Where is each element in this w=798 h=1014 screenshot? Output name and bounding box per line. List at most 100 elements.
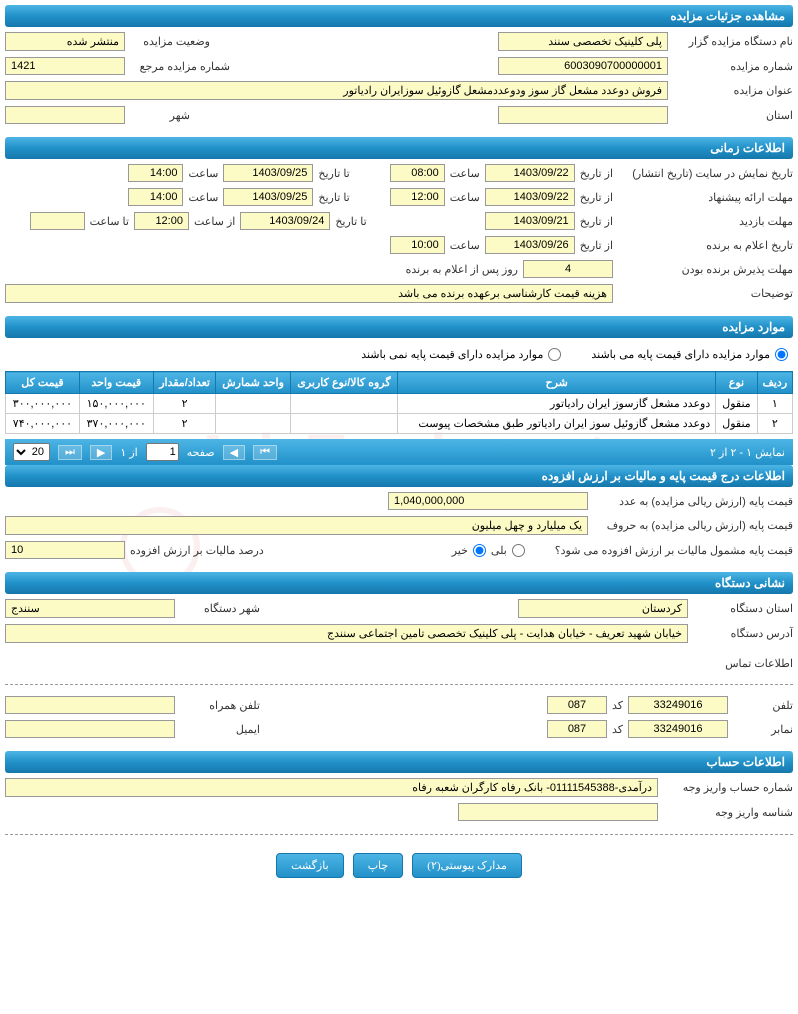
from-date-label-4: از تاریخ: [580, 239, 613, 252]
items-table: ردیف نوع شرح گروه کالا/نوع کاربری واحد ش…: [5, 371, 793, 434]
section-org-header: نشانی دستگاه: [5, 572, 793, 594]
org-city-label: شهر دستگاه: [180, 602, 260, 615]
title-label: عنوان مزایده: [673, 84, 793, 97]
table-row: ۲ منقولدوعدد مشعل گازوئیل سوز ایران رادیا…: [6, 414, 793, 434]
to-date-label-3: تا تاریخ: [335, 215, 366, 228]
agency-label: نام دستگاه مزایده گزار: [673, 35, 793, 48]
table-cell: ۲: [153, 394, 216, 414]
base-num-label: قیمت پایه (ارزش ریالی مزایده) به عدد: [593, 495, 793, 508]
table-cell: [216, 414, 290, 434]
col-qty: تعداد/مقدار: [153, 372, 216, 394]
print-button[interactable]: چاپ: [353, 853, 404, 878]
attachments-button[interactable]: مدارک پیوستی(۲): [412, 853, 522, 878]
publish-to-h: 14:00: [128, 164, 183, 182]
deposit-id-label: شناسه واریز وجه: [663, 806, 793, 819]
offer-to-h: 14:00: [128, 188, 183, 206]
number-label: شماره مزایده: [673, 60, 793, 73]
vat-yes-radio[interactable]: [512, 544, 525, 557]
base-text-value: یک میلیارد و چهل میلیون: [5, 516, 588, 535]
status-label: وضعیت مزایده: [130, 35, 210, 48]
to-date-label-2: تا تاریخ: [318, 191, 349, 204]
table-cell: منقول: [716, 414, 757, 434]
fax-code-value: 087: [547, 720, 607, 738]
has-base-yes-radio[interactable]: [775, 348, 788, 361]
col-unit-price: قیمت واحد: [79, 372, 153, 394]
table-cell: ۱: [757, 394, 792, 414]
visit-h-from: 12:00: [134, 212, 189, 230]
pager-prev-icon[interactable]: ◀: [223, 445, 245, 460]
pager-page-label: صفحه: [187, 446, 215, 459]
publish-label: تاریخ نمایش در سایت (تاریخ انتشار): [618, 167, 793, 180]
days-after-label: روز پس از اعلام به برنده: [406, 263, 518, 276]
section-timing-header: اطلاعات زمانی: [5, 137, 793, 159]
pager-page-input[interactable]: [146, 443, 179, 461]
offer-to: 1403/09/25: [223, 188, 313, 206]
phone-label: تلفن: [733, 699, 793, 712]
from-date-label: از تاریخ: [580, 167, 613, 180]
has-base-no-radio[interactable]: [548, 348, 561, 361]
base-text-label: قیمت پایه (ارزش ریالی مزایده) به حروف: [593, 519, 793, 532]
table-cell: دوعدد مشعل گازوئیل سوز ایران رادیاتور طب…: [398, 414, 716, 434]
vat-pct-label: درصد مالیات بر ارزش افزوده: [130, 544, 264, 557]
publish-from: 1403/09/22: [485, 164, 575, 182]
notes-label: توضیحات: [618, 287, 793, 300]
section-details-header: مشاهده جزئیات مزایده: [5, 5, 793, 27]
ref-value: 1421: [5, 57, 125, 75]
pager-of-label: از ۱: [120, 446, 137, 459]
fax-label: نمابر: [733, 723, 793, 736]
vat-no-radio[interactable]: [473, 544, 486, 557]
col-group: گروه کالا/نوع کاربری: [290, 372, 398, 394]
col-idx: ردیف: [757, 372, 792, 394]
pager-first-icon[interactable]: ⏮: [253, 445, 277, 460]
deposit-id-value: [458, 803, 658, 821]
deposit-label: شماره حساب واریز وجه: [663, 781, 793, 794]
accept-label: مهلت پذیرش برنده بودن: [618, 263, 793, 276]
vat-no-label: خیر: [452, 544, 468, 557]
hour-label-3: ساعت: [450, 191, 480, 204]
visit-label: مهلت بازدید: [618, 215, 793, 228]
announce-from: 1403/09/26: [485, 236, 575, 254]
org-city-value: سنندج: [5, 599, 175, 618]
section-items-header: موارد مزایده: [5, 316, 793, 338]
to-hour-label: تا ساعت: [90, 215, 129, 228]
ref-label: شماره مزایده مرجع: [130, 60, 230, 73]
table-cell: ۲: [153, 414, 216, 434]
visit-h-to: [30, 212, 85, 230]
email-label: ایمیل: [180, 723, 260, 736]
pager: نمایش ۱ - ۲ از ۲ ⏮ ◀ صفحه از ۱ ▶ ⏭ 20: [5, 439, 793, 465]
from-hour-label: از ساعت: [194, 215, 235, 228]
pager-last-icon[interactable]: ⏭: [58, 445, 82, 460]
vat-yes-label: بلی: [491, 544, 507, 557]
province-label: استان: [673, 109, 793, 122]
city-value: [5, 106, 125, 124]
publish-to: 1403/09/25: [223, 164, 313, 182]
visit-to: 1403/09/24: [240, 212, 330, 230]
hour-label-5: ساعت: [450, 239, 480, 252]
vat-q-label: قیمت پایه مشمول مالیات بر ارزش افزوده می…: [555, 544, 793, 557]
province-value: [498, 106, 668, 124]
from-date-label-3: از تاریخ: [580, 215, 613, 228]
phone-code-label: کد: [612, 699, 623, 712]
offer-from-h: 12:00: [390, 188, 445, 206]
col-unit: واحد شمارش: [216, 372, 290, 394]
visit-from: 1403/09/21: [485, 212, 575, 230]
org-province-value: کردستان: [518, 599, 688, 618]
col-total: قیمت کل: [6, 372, 80, 394]
number-value: 6003090700000001: [498, 57, 668, 75]
pager-size-select[interactable]: 20: [13, 443, 50, 461]
has-base-yes-label: موارد مزایده دارای قیمت پایه می باشند: [591, 348, 770, 361]
from-date-label-2: از تاریخ: [580, 191, 613, 204]
email-value: [5, 720, 175, 738]
notes-value: هزینه قیمت کارشناسی برعهده برنده می باشد: [5, 284, 613, 303]
announce-h: 10:00: [390, 236, 445, 254]
section-pricing-header: اطلاعات درج قیمت پایه و مالیات بر ارزش ا…: [5, 465, 793, 487]
fax-code-label: کد: [612, 723, 623, 736]
title-value: فروش دوعدد مشعل گاز سوز ودوعددمشعل گازوئ…: [5, 81, 668, 100]
table-cell: منقول: [716, 394, 757, 414]
fax-value: 33249016: [628, 720, 728, 738]
org-address-value: خیابان شهید تعریف - خیابان هدایت - پلی ک…: [5, 624, 688, 643]
hour-label-4: ساعت: [188, 191, 218, 204]
back-button[interactable]: بازگشت: [276, 853, 344, 878]
pager-next-icon[interactable]: ▶: [90, 445, 112, 460]
pager-summary: نمایش ۱ - ۲ از ۲: [710, 446, 785, 459]
